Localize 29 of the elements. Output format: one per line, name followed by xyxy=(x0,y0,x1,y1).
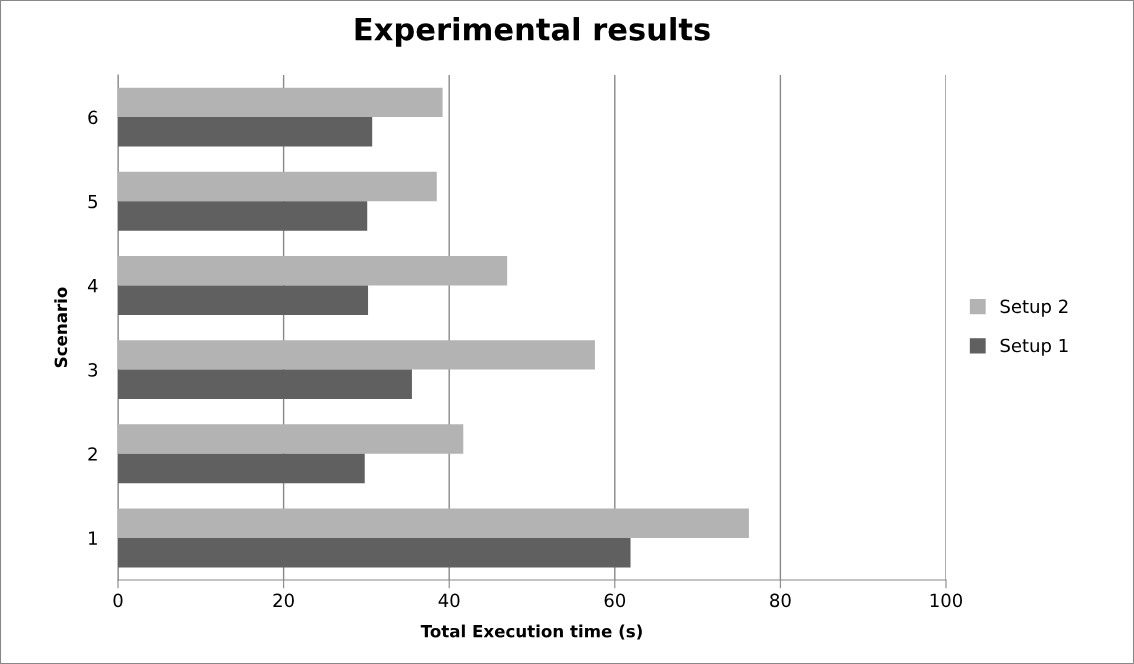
bar xyxy=(118,537,631,568)
bar xyxy=(118,255,508,286)
bar xyxy=(118,424,464,454)
bar xyxy=(118,369,412,400)
bar xyxy=(118,201,368,231)
y-axis-title: Scenario xyxy=(54,287,68,368)
x-tick-label: 20 xyxy=(273,593,294,608)
x-tick-label: 60 xyxy=(604,593,626,608)
bar xyxy=(118,508,749,538)
x-tick-label: 100 xyxy=(930,593,963,608)
bar xyxy=(118,340,595,370)
x-tick-label: 0 xyxy=(113,593,123,608)
bar xyxy=(118,87,443,118)
x-tick-label: 40 xyxy=(438,593,460,608)
y-tick-label: 2 xyxy=(88,447,97,461)
bar xyxy=(118,453,365,484)
y-tick-label: 6 xyxy=(88,110,98,125)
legend-label: Setup 1 xyxy=(1000,338,1068,356)
bar xyxy=(118,171,437,202)
legend-label: Setup 2 xyxy=(1000,299,1068,317)
y-tick-label: 1 xyxy=(89,531,97,545)
x-axis-title: Total Execution time (s) xyxy=(420,624,642,640)
x-tick-label: 80 xyxy=(770,593,791,608)
bar xyxy=(118,117,373,147)
chart-title: Experimental results xyxy=(355,17,710,47)
y-tick-label: 4 xyxy=(87,279,98,293)
y-tick-label: 3 xyxy=(88,363,98,377)
bar xyxy=(118,285,369,315)
y-tick-label: 5 xyxy=(88,194,97,209)
